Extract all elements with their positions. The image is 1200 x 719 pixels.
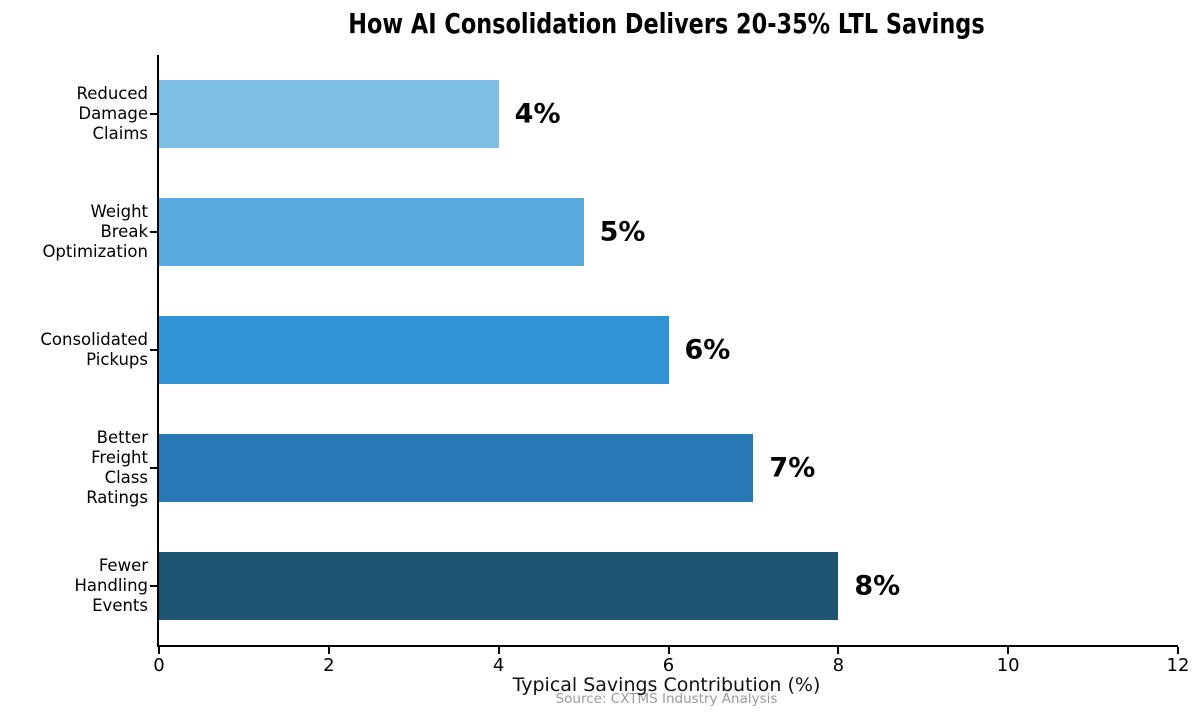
- x-tick-label: 0: [153, 655, 165, 676]
- source-note: Source: CXTMS Industry Analysis: [555, 691, 778, 707]
- x-tick-mark: [1007, 647, 1010, 654]
- category-label: Weight Break Optimization: [42, 202, 148, 261]
- x-tick-label: 4: [492, 655, 505, 676]
- y-tick-mark: [150, 585, 157, 587]
- y-tick-mark: [150, 467, 157, 469]
- category-label: Reduced Damage Claims: [76, 84, 148, 143]
- x-tick-label: 12: [1166, 655, 1190, 676]
- x-tick-label: 8: [832, 655, 845, 676]
- category-label: Consolidated Pickups: [40, 330, 148, 369]
- value-label: 4%: [514, 98, 561, 130]
- y-tick-mark: [150, 349, 157, 351]
- y-tick-mark: [150, 231, 157, 233]
- x-tick-label: 10: [996, 655, 1020, 676]
- x-axis-label: Typical Savings Contribution (%): [512, 674, 821, 696]
- value-label: 7%: [769, 452, 816, 484]
- x-tick-mark: [837, 647, 840, 654]
- bar: [159, 80, 499, 148]
- bar: [159, 434, 754, 502]
- x-tick-mark: [158, 647, 160, 654]
- y-tick-mark: [150, 113, 157, 115]
- value-label: 5%: [599, 216, 646, 248]
- bar: [159, 552, 839, 620]
- x-tick-mark: [1177, 647, 1179, 654]
- plot-area: 4% Reduced Damage Claims 5% Weight Break Op…: [40, 55, 1189, 676]
- bar: [159, 316, 669, 384]
- x-tick-mark: [497, 647, 500, 654]
- category-label: Fewer Handling Events: [74, 556, 149, 615]
- x-tick-mark: [327, 647, 330, 654]
- bar: [159, 198, 584, 266]
- x-tick-label: 2: [323, 655, 335, 676]
- value-label: 8%: [854, 570, 901, 602]
- category-label: Better Freight Class Ratings: [86, 428, 148, 507]
- value-label: 6%: [684, 334, 731, 366]
- x-tick-mark: [667, 647, 670, 654]
- x-tick-label: 6: [662, 655, 675, 676]
- chart-title: How AI Consolidation Delivers 20-35% LTL…: [348, 7, 985, 40]
